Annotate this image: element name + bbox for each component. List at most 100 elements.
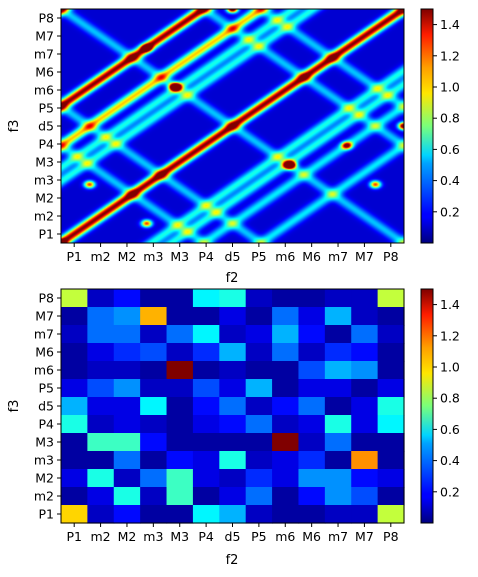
top-y-tick-label: M7 [35,29,54,44]
heatmap-cell [219,469,247,488]
top-x-tick-label: P4 [198,249,214,264]
top-x-tick-label: M2 [118,249,137,264]
heatmap-cell [113,397,141,416]
bottom-y-tick-label: M6 [35,345,54,360]
heatmap-cell [272,415,300,434]
bottom-y-axis-label: f3 [7,400,22,413]
heatmap-cell [166,289,194,308]
top-colorbar-tick-label: 1.2 [440,48,460,63]
bottom-colorbar-ticks: 0.2 0.4 0.6 0.8 1.0 1.2 1.4 [433,297,460,499]
bottom-colorbar-tick-label: 0.8 [440,391,460,406]
heatmap-cell [272,307,300,326]
heatmap-cell [324,487,352,506]
heatmap-cell [377,289,405,308]
heatmap-cell [324,307,352,326]
heatmap-cell [219,379,247,398]
heatmap-cell [351,397,379,416]
heatmap-cell [324,415,352,434]
heatmap-cell [245,361,273,380]
heatmap-cell [245,343,273,362]
heatmap-cell [351,343,379,362]
heatmap-cell [140,397,168,416]
top-y-tick-label: m7 [34,47,54,62]
bottom-colorbar-tick-label: 1.0 [440,360,460,375]
top-x-ticks: P1 m2 M2 m3 M3 P4 d5 P5 m6 M6 m7 M7 P8 [66,243,399,264]
heatmap-cell [166,451,194,470]
heatmap-cell [166,343,194,362]
heatmap-cell [351,379,379,398]
heatmap-cell [219,289,247,308]
heatmap-cell [298,415,326,434]
top-x-tick-label: m6 [275,249,295,264]
heatmap-cell [140,433,168,452]
heatmap-cell [140,487,168,506]
bottom-colorbar-tick-label: 0.2 [440,484,460,499]
heatmap-cell [140,379,168,398]
bottom-x-tick-label: m6 [275,529,295,544]
heatmap-cell [245,289,273,308]
top-y-tick-label: M3 [35,155,54,170]
heatmap-cell [272,505,300,524]
heatmap-cell [219,307,247,326]
heatmap-cell [87,451,115,470]
heatmap-cell [166,307,194,326]
heatmap-cell [324,379,352,398]
heatmap-cell [61,397,88,416]
heatmap-cell [351,415,379,434]
heatmap-cell [377,361,405,380]
top-colorbar-tick-label: 0.4 [440,173,460,188]
heatmap-cell [219,505,247,524]
heatmap-cell [298,379,326,398]
heatmap-cell [166,505,194,524]
top-y-tick-label: P8 [39,11,55,26]
heatmap-cell [219,415,247,434]
heatmap-cell [113,433,141,452]
heatmap-cell [377,487,405,506]
heatmap-cell [245,397,273,416]
heatmap-cell [351,325,379,344]
heatmap-cell [192,325,220,344]
top-x-tick-label: d5 [225,249,241,264]
bottom-y-tick-label: P4 [39,417,55,432]
top-y-tick-label: m3 [34,173,54,188]
heatmap-cell [351,361,379,380]
heatmap-cell [140,361,168,380]
heatmap-cell [166,433,194,452]
heatmap-cell [87,469,115,488]
bottom-y-tick-label: m3 [34,453,54,468]
heatmap-cell [245,451,273,470]
heatmap-cell [113,469,141,488]
heatmap-cell [272,289,300,308]
heatmap-cell [166,397,194,416]
top-x-tick-label: m3 [143,249,163,264]
heatmap-cell [192,505,220,524]
heatmap-cell [61,433,88,452]
heatmap-cell [113,343,141,362]
heatmap-cell [61,325,88,344]
heatmap-cell [324,289,352,308]
heatmap-cell [272,451,300,470]
bottom-x-tick-label: P8 [383,529,399,544]
top-colorbar-tick-label: 1.4 [440,17,460,32]
top-x-tick-label: P5 [251,249,267,264]
bottom-y-tick-label: M2 [35,471,54,486]
heatmap-cell [351,487,379,506]
top-colorbar-tick-label: 1.0 [440,80,460,95]
heatmap-cell [140,325,168,344]
heatmap-cell [113,451,141,470]
bottom-colorbar-tick-label: 1.2 [440,328,460,343]
heatmap-cell [298,487,326,506]
heatmap-cell [61,361,88,380]
top-colorbar-tick-label: 0.6 [440,142,460,157]
heatmap-cell [113,307,141,326]
heatmap-cell [61,505,88,524]
heatmap-cell [166,487,194,506]
top-y-axis-label: f3 [7,120,22,133]
heatmap-cell [61,487,88,506]
bottom-y-ticks: P8 M7 m7 M6 m6 P5 d5 P4 M3 m3 M2 m2 P1 [34,291,61,522]
heatmap-cell [61,451,88,470]
heatmap-cell [140,307,168,326]
heatmap-cell [298,469,326,488]
bottom-x-tick-label: P5 [251,529,267,544]
heatmap-cell [61,289,88,308]
